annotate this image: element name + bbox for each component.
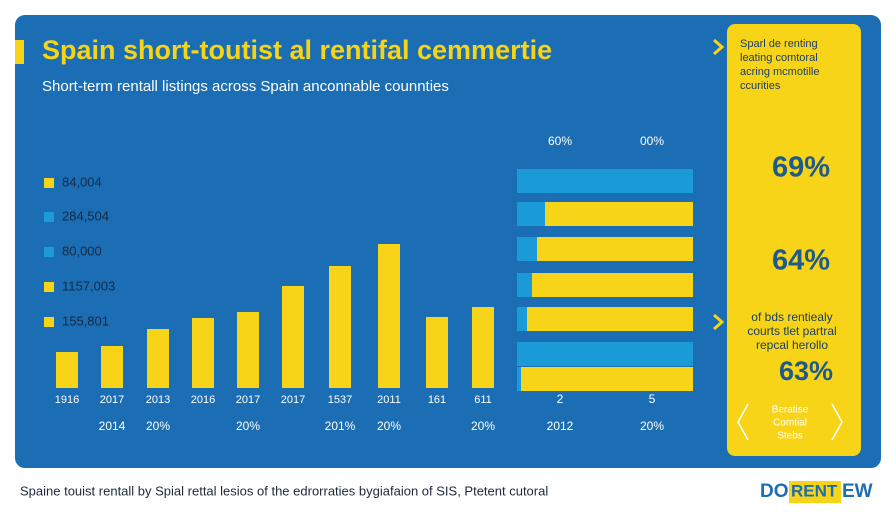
side-intro: acring mcmotille <box>740 66 819 78</box>
bar <box>282 286 304 388</box>
hbar-segment <box>517 273 532 297</box>
footer: Spaine touist rentall by Spial rettal le… <box>20 483 548 498</box>
hbar-segment <box>517 342 693 366</box>
bar <box>101 346 123 388</box>
legend-label: 84,004 <box>62 174 102 189</box>
hbar-segment <box>517 307 527 331</box>
x-tick-label: 2016 <box>191 394 215 406</box>
side-intro: ccurities <box>740 80 781 92</box>
hbar-segment <box>521 367 693 391</box>
legend-label: 1157,003 <box>62 278 115 293</box>
legend-label: 80,000 <box>62 243 102 258</box>
legend-label: 284,504 <box>62 208 109 223</box>
hbar-segment <box>517 237 537 261</box>
bottom-label: 2 <box>557 392 564 406</box>
logo-right: EW <box>842 481 873 502</box>
bar <box>237 312 259 388</box>
hbar-segment <box>545 202 693 226</box>
subtitle: Short-term rentall listings across Spain… <box>42 78 449 95</box>
x-tick-label: 2011 <box>377 394 401 406</box>
logo-left: DO <box>760 481 789 502</box>
hbar-segment <box>517 169 693 193</box>
x-tick-label-2: 20% <box>377 419 401 433</box>
hbar-segment <box>517 367 521 391</box>
x-tick-label-2: 20% <box>146 419 170 433</box>
side-note: repcal herollo <box>756 338 828 352</box>
badge-text: Comtial <box>773 418 807 429</box>
column-label: 00% <box>640 134 664 148</box>
bar <box>472 307 494 388</box>
bottom-label-2: 20% <box>640 419 664 433</box>
logo-middle: RENT <box>791 481 838 500</box>
side-intro: Sparl de renting <box>740 38 818 50</box>
logo-box <box>789 481 841 503</box>
x-tick-label: 1537 <box>328 394 352 406</box>
hbar-segment <box>537 237 693 261</box>
legend-swatch <box>44 212 54 222</box>
title-tab <box>15 40 24 64</box>
x-tick-label: 2013 <box>146 394 170 406</box>
bar <box>56 352 78 388</box>
bar <box>378 244 400 388</box>
column-label: 60% <box>548 134 572 148</box>
badge-text: Stebs <box>777 431 803 442</box>
badge-chevrons <box>737 403 843 441</box>
x-tick-label-2: 201% <box>325 419 356 433</box>
bar <box>329 266 351 388</box>
bar <box>147 329 169 388</box>
legend-label: 155,801 <box>62 313 109 328</box>
legend-swatch <box>44 178 54 188</box>
x-tick-label: 161 <box>428 394 446 406</box>
bar <box>426 317 448 388</box>
stat: 69% <box>772 152 830 184</box>
x-tick-label: 2017 <box>281 394 305 406</box>
x-tick-label: 1916 <box>55 394 79 406</box>
stat: 64% <box>772 245 830 277</box>
legend-swatch <box>44 247 54 257</box>
bottom-label-2: 2012 <box>547 419 574 433</box>
hbar-segment <box>517 202 545 226</box>
x-tick-label: 2017 <box>236 394 260 406</box>
stat: 63% <box>779 356 833 386</box>
bar <box>192 318 214 388</box>
hbar-segment <box>532 273 693 297</box>
legend-swatch <box>44 282 54 292</box>
side-chevron <box>713 38 725 56</box>
side-note: courts tlet partral <box>747 324 836 338</box>
x-tick-label-2: 20% <box>471 419 495 433</box>
bottom-label: 5 <box>649 392 656 406</box>
side-panel <box>727 24 861 456</box>
badge-text: Beratise <box>772 405 809 416</box>
x-tick-label-2: 2014 <box>99 419 126 433</box>
side-chevron <box>713 313 725 331</box>
x-tick-label: 611 <box>474 394 492 406</box>
x-tick-label: 2017 <box>100 394 124 406</box>
side-note: of bds rentiealy <box>751 310 832 324</box>
legend-swatch <box>44 317 54 327</box>
hbar-segment <box>527 307 693 331</box>
side-intro: leating comtoral <box>740 52 818 64</box>
x-tick-label-2: 20% <box>236 419 260 433</box>
title: Spain short-toutist al rentifal cemmerti… <box>42 35 552 65</box>
